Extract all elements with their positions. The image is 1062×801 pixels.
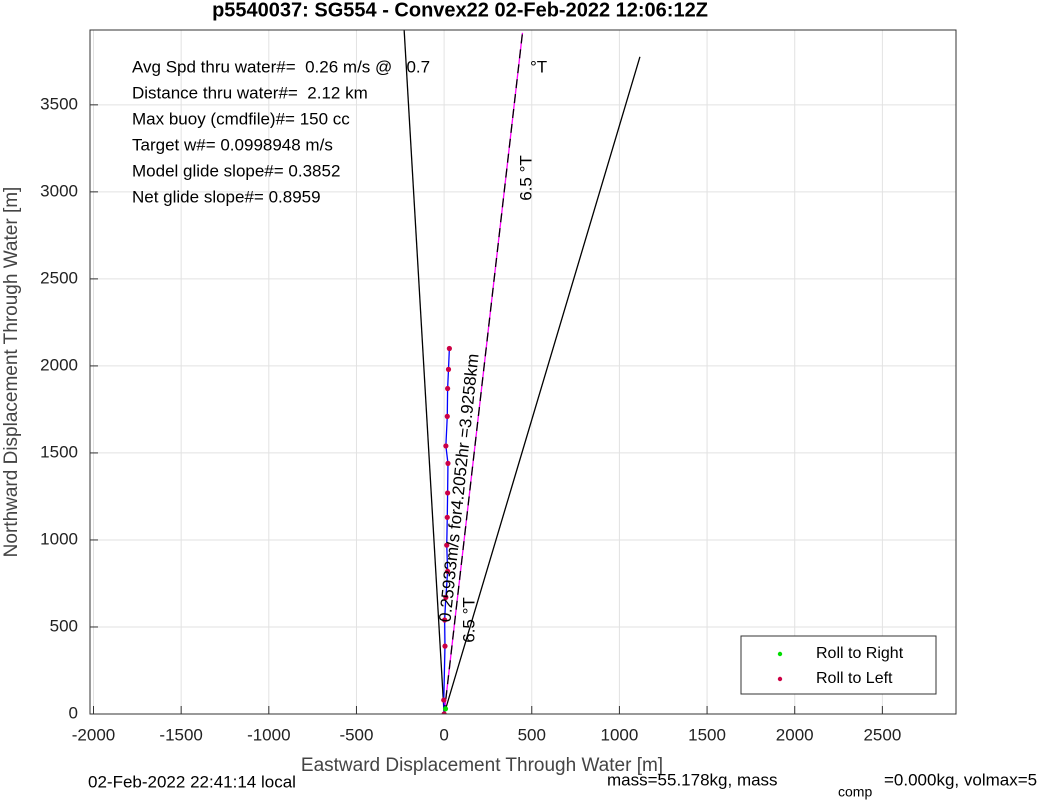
legend-label: Roll to Right xyxy=(816,645,904,662)
data-point xyxy=(446,345,452,352)
x-tick-label: 500 xyxy=(518,725,546,744)
footer-text: =0.000kg, volmax=5 xyxy=(884,770,1037,789)
y-tick-label: 500 xyxy=(50,616,78,635)
footer-subscript: comp xyxy=(838,784,872,800)
data-point xyxy=(444,413,450,419)
series-line xyxy=(403,30,445,714)
plot-area xyxy=(90,30,956,714)
data-point xyxy=(441,711,447,714)
data-point xyxy=(445,568,451,574)
y-tick-label: 3000 xyxy=(40,181,78,200)
footer-text: mass=55.178kg, mass xyxy=(607,770,778,789)
x-tick-label: -1500 xyxy=(159,725,202,744)
annotation: Max buoy (cmdfile)#= 150 cc xyxy=(132,109,350,128)
annotation: Avg Spd thru water#= 0.26 m/s @ 0.7 xyxy=(132,57,430,76)
x-tick-label: -2000 xyxy=(72,725,115,744)
series-line xyxy=(443,32,524,714)
data-point xyxy=(443,594,449,600)
y-tick-label: 2000 xyxy=(40,355,78,374)
series-line xyxy=(443,56,641,714)
y-tick-label: 0 xyxy=(69,703,78,722)
x-tick-label: 2000 xyxy=(776,725,814,744)
x-tick-label: 2500 xyxy=(863,725,901,744)
data-point xyxy=(443,443,449,449)
x-tick-label: -500 xyxy=(339,725,373,744)
data-point xyxy=(445,490,451,496)
annotation: Net glide slope#= 0.8959 xyxy=(132,187,321,206)
footer-text: 02-Feb-2022 22:41:14 local xyxy=(88,772,296,791)
data-point xyxy=(445,385,451,392)
annotation: 6.5 °T xyxy=(459,597,478,643)
annotation: Model glide slope#= 0.3852 xyxy=(132,161,340,180)
data-point xyxy=(442,617,448,623)
legend-label: Roll to Left xyxy=(816,670,893,687)
annotation: Target w#= 0.0998948 m/s xyxy=(132,135,333,154)
data-point xyxy=(444,542,450,548)
data-point xyxy=(442,706,449,712)
y-tick-label: 1000 xyxy=(40,529,78,548)
data-point xyxy=(444,514,450,520)
data-point xyxy=(445,460,451,466)
y-tick-label: 1500 xyxy=(40,442,78,461)
plot-frame xyxy=(89,29,957,715)
legend-box xyxy=(740,635,937,695)
legend-marker xyxy=(777,651,783,657)
y-tick-label: 2500 xyxy=(40,268,78,287)
x-tick-label: 1000 xyxy=(601,725,639,744)
plot-layer xyxy=(403,30,641,714)
data-point xyxy=(441,697,447,703)
data-point xyxy=(445,366,452,372)
y-tick-label: 3500 xyxy=(40,94,78,113)
annotation: °T xyxy=(530,57,547,76)
legend-marker xyxy=(777,676,783,682)
x-axis-label: Eastward Displacement Through Water [m] xyxy=(301,755,663,776)
x-tick-label: 1500 xyxy=(688,725,726,744)
x-tick-label: 0 xyxy=(439,725,448,744)
x-tick-label: -1000 xyxy=(247,725,290,744)
annotation: Distance thru water#= 2.12 km xyxy=(132,83,368,102)
chart-title: p5540037: SG554 - Convex22 02-Feb-2022 1… xyxy=(212,0,708,21)
data-point xyxy=(442,643,448,649)
annotation: 6.5 °T xyxy=(516,155,535,201)
y-axis-label: Northward Displacement Through Water [m] xyxy=(1,187,22,558)
